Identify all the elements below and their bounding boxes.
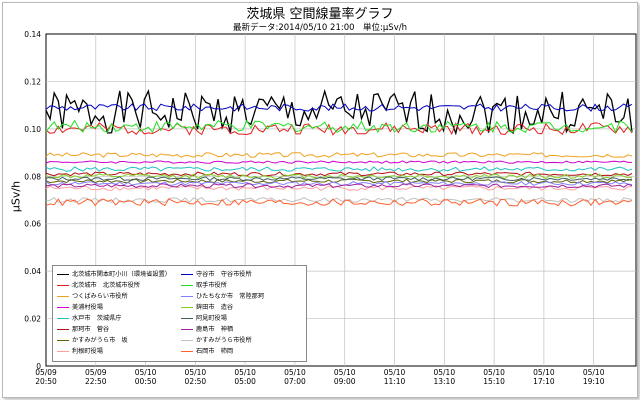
series-line <box>45 185 633 191</box>
chart-title: 茨城県 空間線量率グラフ <box>246 7 394 22</box>
x-tick-date: 05/10 <box>284 368 306 377</box>
legend-label: 美浦村役場 <box>72 304 103 311</box>
legend-swatch <box>181 328 193 330</box>
y-tick-label: 0.08 <box>24 172 41 181</box>
x-tick-date: 05/10 <box>583 368 605 377</box>
y-tick-label: 0.10 <box>24 125 41 134</box>
y-tick-label: 0.12 <box>24 77 41 86</box>
legend-label: 石岡市 柿岡 <box>196 348 234 355</box>
legend-label: 鉾田市 造谷 <box>196 304 234 311</box>
series-line <box>45 152 633 158</box>
x-tick-time: 13:10 <box>433 377 455 386</box>
x-tick-time: 22:50 <box>85 377 107 386</box>
series-line <box>45 173 633 180</box>
x-tick-time: 07:00 <box>284 377 306 386</box>
legend-item: 鉾田市 造谷 <box>181 304 233 312</box>
legend-label: 利根町役場 <box>72 348 103 355</box>
legend-label: 取手市役所 <box>196 282 227 289</box>
series-line <box>45 176 633 182</box>
x-tick-date: 05/10 <box>483 368 505 377</box>
legend-label: かすみがうら市役所 <box>196 337 252 344</box>
series-line <box>45 183 633 189</box>
x-tick-date: 05/10 <box>185 368 207 377</box>
y-tick-label: 0.02 <box>24 315 41 324</box>
series-line <box>45 122 633 136</box>
x-tick-time: 19:10 <box>583 377 605 386</box>
y-tick-label: 0.06 <box>24 220 41 229</box>
x-tick-time: 15:10 <box>483 377 505 386</box>
legend-swatch <box>57 350 69 352</box>
legend-swatch <box>181 306 193 308</box>
x-tick-date: 05/09 <box>35 368 57 377</box>
legend-item: 利根町役場 <box>57 348 103 356</box>
x-tick-time: 09:00 <box>334 377 356 386</box>
legend-swatch <box>57 284 69 286</box>
legend-swatch <box>57 306 69 308</box>
legend-label: かすみがうら市 坂 <box>72 337 128 344</box>
legend-label: 那珂市 菅谷 <box>72 326 110 333</box>
legend-label: 水戸市 茨城県庁 <box>72 315 122 322</box>
x-tick-date: 05/10 <box>334 368 356 377</box>
x-tick-time: 02:50 <box>185 377 207 386</box>
legend-item: 北茨城市 北茨城市役所 <box>57 282 140 290</box>
legend-label: 北茨城市 北茨城市役所 <box>72 282 141 289</box>
x-tick-time: 00:50 <box>135 377 157 386</box>
legend-swatch <box>181 284 193 286</box>
legend-swatch <box>57 328 69 330</box>
legend-item: つくばみらい市役所 <box>57 293 128 301</box>
series-line <box>45 119 633 134</box>
legend-swatch <box>57 339 69 341</box>
legend-label: 阿見町役場 <box>196 315 227 322</box>
legend-label: 鹿島市 神栖 <box>196 326 234 333</box>
legend-item: 取手市役所 <box>181 282 227 290</box>
x-tick-time: 17:10 <box>533 377 555 386</box>
legend-swatch <box>181 317 193 319</box>
legend-item: 美浦村役場 <box>57 304 103 312</box>
series-line <box>45 180 633 186</box>
legend-item: 石岡市 柿岡 <box>181 348 233 356</box>
x-tick-date: 05/10 <box>384 368 406 377</box>
legend-item: かすみがうら市 坂 <box>57 337 128 345</box>
x-tick-date: 05/10 <box>234 368 256 377</box>
legend-label: 守谷市 守谷市役所 <box>196 271 252 278</box>
x-tick-time: 20:50 <box>35 377 57 386</box>
y-tick-label: 0.14 <box>24 30 41 39</box>
series-line <box>45 178 633 184</box>
chart-subtitle: 最新データ:2014/05/10 21:00 単位:μSv/h <box>232 23 407 33</box>
x-tick-date: 05/10 <box>433 368 455 377</box>
legend-item: ひたちなか市 常陸那珂 <box>181 293 264 301</box>
y-tick-label: 0.04 <box>24 267 41 276</box>
legend-item: 阿見町役場 <box>181 315 227 323</box>
legend-swatch <box>181 350 193 352</box>
x-tick-time: 11:10 <box>384 377 406 386</box>
x-tick-date: 05/09 <box>85 368 107 377</box>
legend-label: 北茨城市関本町小川（環境省設置） <box>72 271 171 278</box>
x-tick-date: 05/10 <box>533 368 555 377</box>
series-line <box>45 160 632 164</box>
legend-swatch <box>57 273 69 275</box>
legend-item: 守谷市 守谷市役所 <box>181 271 252 279</box>
x-tick-time: 05:00 <box>234 377 256 386</box>
legend-swatch <box>57 317 69 319</box>
legend-item: かすみがうら市役所 <box>181 337 252 345</box>
legend-swatch <box>181 273 193 275</box>
legend-swatch <box>57 295 69 297</box>
legend-swatch <box>181 339 193 341</box>
legend-item: 北茨城市関本町小川（環境省設置） <box>57 271 171 279</box>
legend-item: 那珂市 菅谷 <box>57 326 109 334</box>
series-line <box>45 103 633 112</box>
legend: 北茨城市関本町小川（環境省設置） 北茨城市 北茨城市役所 つくばみらい市役所 美浦村役… <box>52 265 307 362</box>
legend-label: つくばみらい市役所 <box>72 293 128 300</box>
legend-item: 水戸市 茨城県庁 <box>57 315 122 323</box>
series-line <box>45 198 633 207</box>
series-line <box>45 166 633 172</box>
legend-swatch <box>181 295 193 297</box>
legend-item: 鹿島市 神栖 <box>181 326 233 334</box>
legend-label: ひたちなか市 常陸那珂 <box>196 293 265 300</box>
x-tick-date: 05/10 <box>135 368 157 377</box>
y-tick-label: 0 <box>36 362 41 371</box>
